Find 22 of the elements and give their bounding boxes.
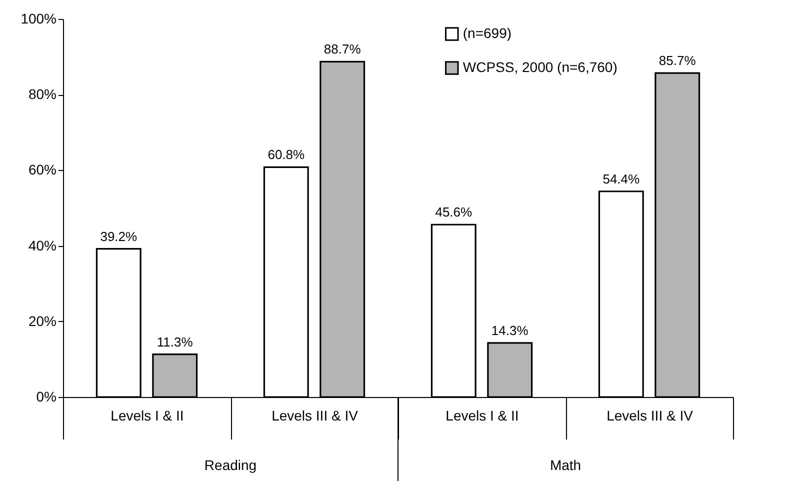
y-tick-label: 60%: [28, 162, 56, 178]
y-tick-label: 20%: [28, 312, 56, 329]
data-label: 39.2%: [100, 228, 138, 244]
x-tick-label: Levels III & IV: [272, 408, 359, 424]
data-label: 45.6%: [435, 204, 473, 220]
data-label: 60.8%: [268, 147, 306, 162]
x-tick-label: Levels I & II: [446, 408, 519, 424]
legend-label: (n=699): [462, 25, 512, 41]
legend-label: WCPSS, 2000 (n=6,760): [462, 59, 618, 75]
y-tick-label: 100%: [20, 10, 56, 26]
data-label: 88.7%: [324, 42, 362, 57]
data-label: 11.3%: [156, 334, 194, 350]
x-tick-label: Levels III & IV: [606, 408, 694, 424]
x-tick-label: Levels I & II: [110, 408, 184, 424]
text: Reading: [204, 457, 257, 473]
data-label: 85.7%: [658, 53, 696, 68]
y-tick-label: 40%: [28, 237, 56, 254]
y-tick-label: 0%: [36, 388, 56, 404]
data-label: 14.3%: [491, 322, 529, 338]
text: Math: [550, 457, 582, 473]
y-tick-label: 80%: [28, 86, 56, 102]
data-label: 54.4%: [602, 171, 640, 186]
